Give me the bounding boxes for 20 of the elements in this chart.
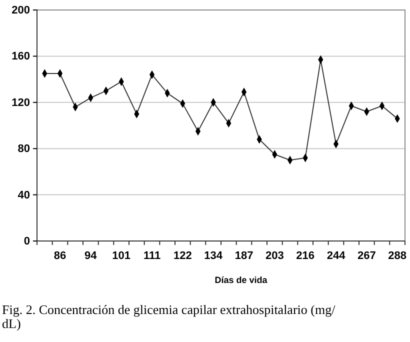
- x-tick-label: 94: [84, 250, 98, 262]
- x-tick-label: 267: [357, 250, 376, 262]
- y-tick-label: 40: [18, 189, 30, 202]
- y-tick-label: 80: [18, 143, 30, 156]
- x-tick-label: 187: [234, 250, 254, 262]
- y-tick-label: 200: [12, 4, 30, 17]
- x-tick-label: 216: [296, 250, 315, 262]
- x-tick-label: 86: [54, 250, 66, 262]
- x-tick-label: 244: [326, 250, 346, 262]
- caption: Fig. 2. Concentración de glicemia capilar extrahospitalario (mg/dL): [2, 302, 336, 331]
- x-axis-title: Días de vida: [214, 275, 268, 285]
- x-tick-label: 203: [265, 250, 284, 262]
- y-tick-label: 120: [12, 96, 30, 109]
- x-tick-label: 122: [173, 250, 192, 262]
- y-tick-label: 0: [24, 236, 30, 248]
- y-tick-label: 160: [12, 50, 30, 63]
- x-tick-label: 101: [112, 250, 131, 262]
- x-tick-label: 288: [388, 250, 407, 262]
- x-tick-label: 111: [143, 250, 161, 262]
- x-tick-label: 134: [204, 250, 224, 262]
